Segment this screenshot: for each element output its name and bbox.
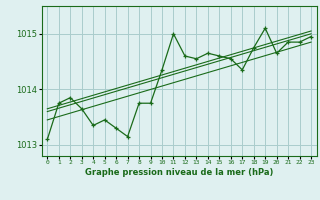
X-axis label: Graphe pression niveau de la mer (hPa): Graphe pression niveau de la mer (hPa) — [85, 168, 273, 177]
